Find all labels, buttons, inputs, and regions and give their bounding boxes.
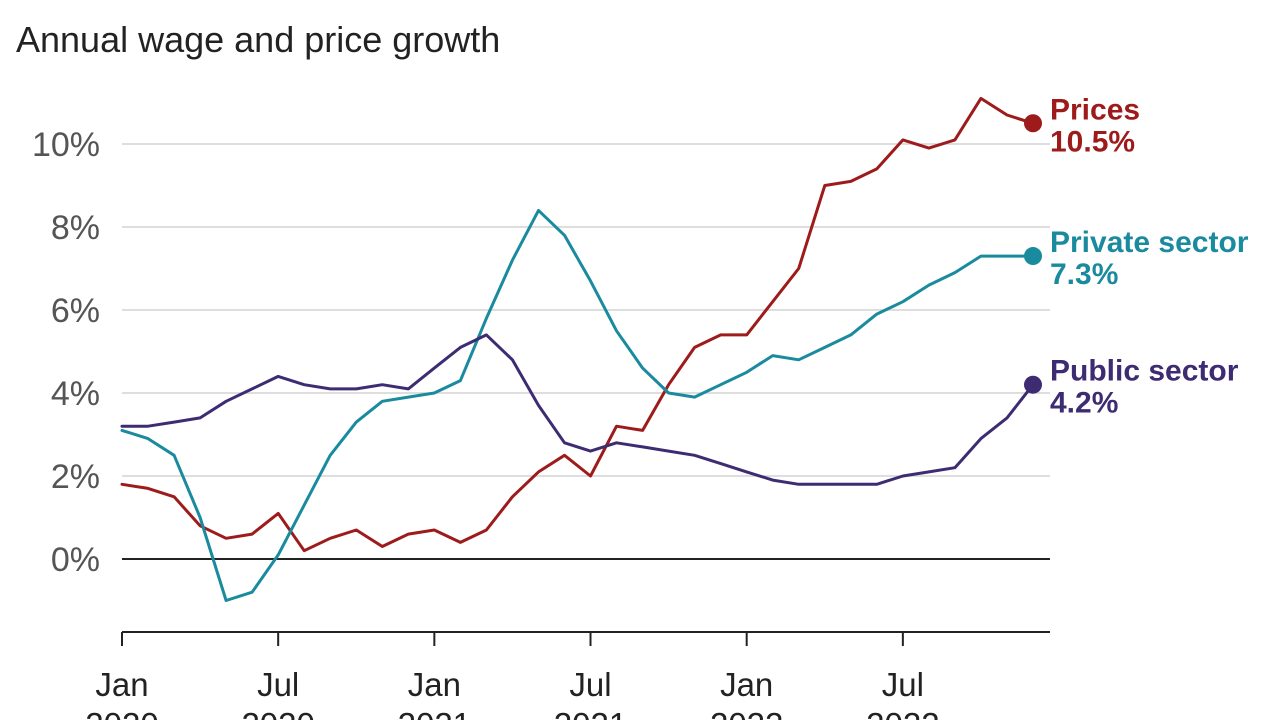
x-tick-month: Jan <box>720 666 773 703</box>
series-value-public: 4.2% <box>1050 387 1118 420</box>
gridlines <box>122 143 1050 560</box>
y-tick-label: 0% <box>51 541 100 579</box>
x-tick-month: Jul <box>569 666 611 703</box>
y-tick-label: 4% <box>51 375 100 413</box>
series-name-prices: Prices <box>1050 93 1140 126</box>
series-lines <box>120 96 1042 602</box>
series-value-private: 7.3% <box>1050 258 1118 291</box>
x-tick-year: 2021 <box>398 706 471 720</box>
series-name-public: Public sector <box>1050 355 1239 388</box>
y-tick-label: 2% <box>51 458 100 496</box>
x-tick-month: Jan <box>408 666 461 703</box>
x-tick-month: Jan <box>95 666 148 703</box>
series-value-prices: 10.5% <box>1050 125 1135 158</box>
series-end-marker-private <box>1024 247 1042 266</box>
y-axis-ticks: 0% 2% 4% 6% 8% 10% <box>32 126 100 579</box>
series-name-private: Private sector <box>1050 226 1249 259</box>
x-tick-year: 2021 <box>554 706 627 720</box>
x-tick-year: 2020 <box>241 706 314 720</box>
x-tick-year: 2022 <box>866 706 939 720</box>
y-tick-label: 10% <box>32 126 100 164</box>
x-axis: Jan 2020 Jul 2020 Jan 2021 Jul 2021 Jan 2022 Jul 20… <box>85 631 1050 720</box>
series-end-marker-prices <box>1024 114 1042 133</box>
chart-subtitle: Annual wage and price growth <box>16 19 500 60</box>
y-tick-label: 8% <box>51 209 100 247</box>
series-line-prices <box>120 96 1035 553</box>
x-tick-month: Jul <box>257 666 299 703</box>
series-line-private <box>120 208 1035 602</box>
series-end-marker-public <box>1024 375 1042 394</box>
y-tick-label: 6% <box>51 292 100 330</box>
series-line-public <box>120 333 1035 486</box>
x-tick-month: Jul <box>882 666 924 703</box>
x-tick-year: 2020 <box>85 706 158 720</box>
x-tick-year: 2022 <box>710 706 783 720</box>
